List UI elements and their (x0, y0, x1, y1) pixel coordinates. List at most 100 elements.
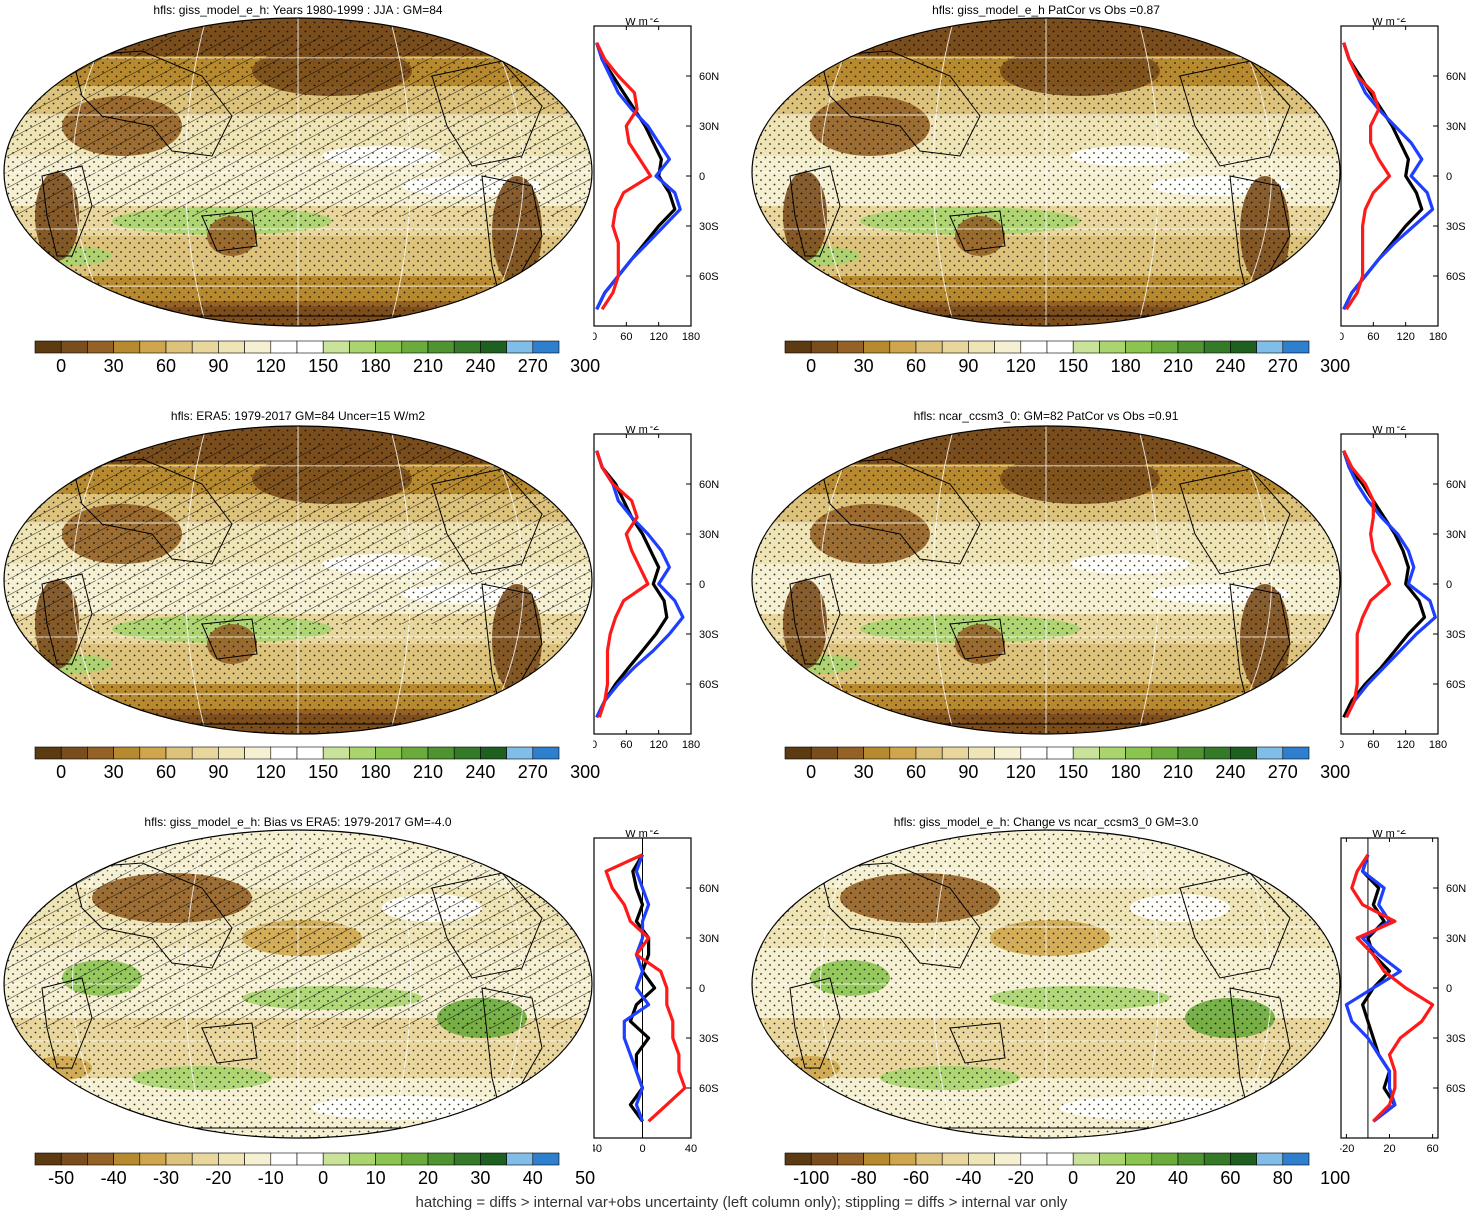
lat-tick-label: 60S (1446, 1083, 1466, 1095)
colorbar-swatch (401, 1152, 429, 1166)
colorbar-label: 0 (806, 356, 817, 376)
x-tick-label: 180 (682, 331, 700, 343)
colorbar-swatch (941, 1152, 969, 1166)
colorbar-label: -40 (100, 1168, 127, 1188)
colorbar-label: 90 (208, 356, 229, 376)
lat-tick-label: 30N (699, 121, 719, 133)
lat-tick-label: 60S (1446, 679, 1466, 691)
colorbar-label: 90 (958, 762, 979, 782)
units-superscript: -2 (1397, 830, 1407, 837)
colorbar-swatch (322, 340, 350, 354)
profile-series-line (1350, 853, 1435, 1123)
colorbar-swatch (87, 1152, 114, 1166)
x-tick-label: 180 (1429, 739, 1447, 751)
colorbar-label: 150 (1058, 762, 1089, 782)
colorbar-swatch (837, 340, 864, 354)
colorbar-swatch (1072, 746, 1100, 760)
colorbar-swatch (506, 340, 534, 354)
colorbar-label: 10 (365, 1168, 386, 1188)
profile-series-line (595, 450, 685, 719)
map-panel (3, 829, 593, 1139)
colorbar (34, 1152, 560, 1166)
colorbar-swatch (889, 1152, 917, 1166)
colorbar-swatch (968, 340, 995, 354)
lat-tick-label: 30N (699, 529, 719, 541)
colorbar-swatch (1099, 1152, 1126, 1166)
colorbar-label: 0 (806, 762, 817, 782)
colorbar-swatch (165, 746, 193, 760)
panel-title: hfls: giss_model_e_h: Bias vs ERA5: 1979… (144, 815, 452, 829)
panel-title: hfls: ERA5: 1979-2017 GM=84 Uncer=15 W/m… (170, 409, 426, 423)
zonal-mean-profile: W m -2 60N 30N 0 30S 60S 0 60 120 180 (593, 18, 719, 343)
colorbar-swatch (427, 746, 455, 760)
lat-tick-label: 60N (699, 71, 719, 83)
lat-tick-label: 30S (699, 221, 719, 233)
colorbar-swatch (349, 1152, 376, 1166)
colorbar-swatch (863, 746, 891, 760)
colorbar-label: 270 (517, 356, 548, 376)
x-tick-label: 60 (620, 331, 632, 343)
profile-series-line (1342, 449, 1392, 719)
lat-tick-label: 60S (699, 1083, 719, 1095)
lat-tick-label: 0 (699, 579, 705, 591)
colorbar-swatch (1151, 746, 1179, 760)
colorbar-swatch (994, 746, 1022, 760)
colorbar-swatch (87, 746, 114, 760)
panel-title: hfls: giss_model_e_h: Years 1980-1999 : … (153, 3, 443, 17)
colorbar-swatch (139, 1152, 167, 1166)
colorbar-swatch (1046, 1152, 1074, 1166)
colorbar-swatch (322, 1152, 350, 1166)
zonal-mean-profile: W m -2 60N 30N 0 30S 60S -20 20 60 (1340, 830, 1466, 1155)
colorbar-label: 240 (1215, 762, 1246, 782)
colorbar (34, 340, 560, 354)
colorbar-swatch (349, 340, 376, 354)
colorbar-swatch (1151, 340, 1179, 354)
colorbar-swatch (968, 1152, 995, 1166)
colorbar-swatch (270, 340, 298, 354)
units-label: W m (625, 426, 648, 436)
units-superscript: -2 (650, 426, 660, 433)
colorbar-label: 270 (1267, 356, 1298, 376)
colorbar-swatch (60, 340, 88, 354)
panel-title: hfls: giss_model_e_h: Change vs ncar_ccs… (893, 815, 1199, 829)
x-tick-label: 0 (1340, 739, 1344, 751)
lat-tick-label: 60S (699, 679, 719, 691)
colorbar-swatch (1046, 340, 1074, 354)
x-tick-label: 180 (1429, 331, 1447, 343)
colorbar-label: 80 (1272, 1168, 1293, 1188)
lat-tick-label: 30S (1446, 1033, 1466, 1045)
colorbar-swatch (427, 340, 455, 354)
colorbar-swatch (889, 746, 917, 760)
lat-tick-label: 60N (1446, 71, 1466, 83)
colorbar-swatch (349, 746, 376, 760)
colorbar-swatch (270, 1152, 298, 1166)
colorbar-swatch (87, 340, 114, 354)
colorbar-swatch (1230, 340, 1257, 354)
colorbar-label: 40 (1167, 1168, 1189, 1188)
colorbar-swatch (784, 746, 812, 760)
colorbar-swatch (244, 1152, 272, 1166)
units-superscript: -2 (650, 18, 660, 25)
colorbar-swatch (34, 340, 62, 354)
colorbar-swatch (1020, 746, 1048, 760)
lat-tick-label: 0 (1446, 579, 1452, 591)
colorbar-swatch (113, 340, 141, 354)
colorbar-label: 210 (412, 762, 444, 782)
panel-title: hfls: ncar_ccsm3_0: GM=82 PatCor vs Obs … (913, 409, 1179, 423)
colorbar-label: 240 (465, 762, 496, 782)
profile-series-line (595, 42, 682, 311)
colorbar-label: 90 (208, 762, 229, 782)
colorbar-label: 120 (1005, 762, 1036, 782)
lat-tick-label: 30N (1446, 121, 1466, 133)
colorbar-label: -20 (205, 1168, 232, 1188)
colorbar-swatch (1282, 340, 1310, 354)
colorbar-swatch (810, 1152, 838, 1166)
colorbar-swatch (810, 746, 838, 760)
colorbar-swatch (784, 1152, 812, 1166)
colorbar-swatch (994, 1152, 1022, 1166)
footnote: hatching = diffs > internal var+obs unce… (415, 1194, 1068, 1211)
colorbar-label: 150 (308, 762, 339, 782)
colorbar-label: 0 (56, 762, 67, 782)
lat-tick-label: 0 (699, 171, 705, 183)
lat-tick-label: 30S (1446, 629, 1466, 641)
